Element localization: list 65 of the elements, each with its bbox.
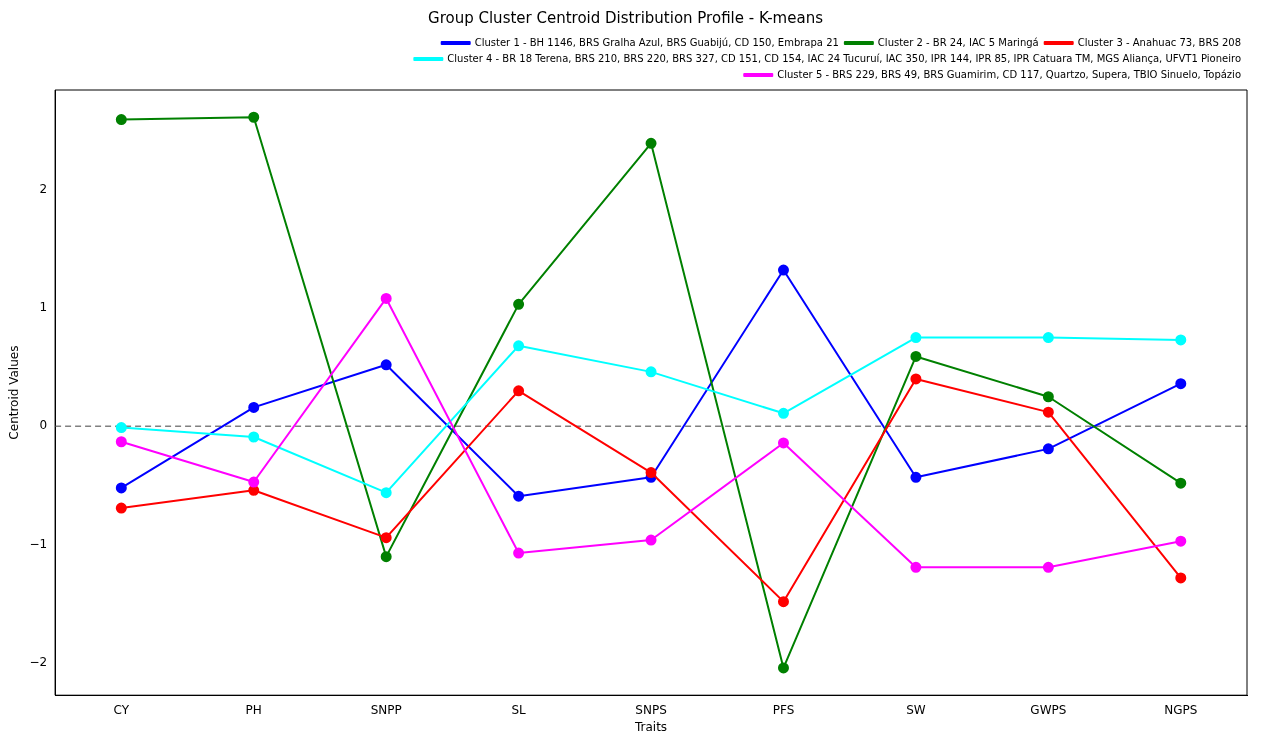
x-tick-label: SNPS: [635, 702, 667, 717]
point: [380, 551, 392, 563]
point: [248, 431, 260, 443]
point: [513, 547, 525, 559]
point: [248, 476, 260, 488]
point: [248, 111, 260, 123]
legend-label: Cluster 2 - BR 24, IAC 5 Maringá: [877, 36, 1039, 48]
point: [910, 561, 922, 573]
point: [645, 467, 657, 479]
chart-title: Group Cluster Centroid Distribution Profile - K-means: [428, 8, 824, 27]
point: [1175, 477, 1187, 489]
point: [910, 373, 922, 385]
y-tick-label: 0: [39, 418, 48, 433]
point: [380, 359, 392, 371]
x-tick-label: SW: [906, 702, 926, 717]
legend-label: Cluster 5 - BRS 229, BRS 49, BRS Guamirim, CD 117, Quartzo, Supera, TBIO Sinuelo, Topázio: [777, 68, 1242, 80]
legend-label: Cluster 3 - Anahuac 73, BRS 208: [1077, 36, 1242, 48]
x-tick-label: SL: [511, 702, 527, 717]
point: [380, 487, 392, 499]
point: [645, 366, 657, 378]
point: [910, 471, 922, 483]
point: [1042, 391, 1054, 403]
point: [115, 482, 127, 494]
point: [380, 292, 392, 304]
point: [380, 532, 392, 544]
point: [1042, 561, 1054, 573]
point: [1042, 332, 1054, 344]
point: [777, 437, 789, 449]
point: [1175, 378, 1187, 390]
y-tick-label: 2: [39, 181, 48, 196]
point: [513, 385, 525, 397]
legend-label: Cluster 4 - BR 18 Terena, BRS 210, BRS 220, BRS 327, CD 151, CD 154, IAC 24 Tucuruí, IAC 350, IPR 144, IPR 85, IPR Catuara TM, MGS Aliança, UFVT1 Pioneiro: [447, 52, 1241, 64]
point: [777, 407, 789, 419]
point: [910, 350, 922, 362]
point: [1042, 443, 1054, 455]
x-axis-title: Traits: [633, 719, 668, 734]
x-tick-label: GWPS: [1030, 702, 1067, 717]
point: [645, 137, 657, 149]
y-axis-title: Centroid Values: [7, 345, 22, 440]
point: [777, 662, 789, 674]
point: [1175, 535, 1187, 547]
point: [777, 264, 789, 276]
point: [513, 298, 525, 310]
point: [513, 340, 525, 352]
y-tick-label: −1: [29, 536, 48, 551]
point: [777, 596, 789, 608]
point: [1175, 572, 1187, 584]
point: [115, 422, 127, 434]
point: [1175, 334, 1187, 346]
x-tick-label: CY: [113, 702, 130, 717]
point: [645, 534, 657, 546]
point: [910, 332, 922, 344]
point: [513, 490, 525, 502]
point: [115, 436, 127, 448]
legend-label: Cluster 1 - BH 1146, BRS Gralha Azul, BRS Guabijú, CD 150, Embrapa 21: [474, 36, 839, 48]
point: [115, 114, 127, 126]
x-tick-label: NGPS: [1164, 702, 1198, 717]
point: [1042, 406, 1054, 418]
y-tick-label: −2: [29, 655, 48, 670]
point: [115, 502, 127, 514]
y-tick-label: 1: [39, 300, 48, 315]
x-tick-label: PH: [245, 702, 262, 717]
point: [248, 401, 260, 413]
x-tick-label: SNPP: [370, 702, 402, 717]
x-tick-label: PFS: [772, 702, 795, 717]
